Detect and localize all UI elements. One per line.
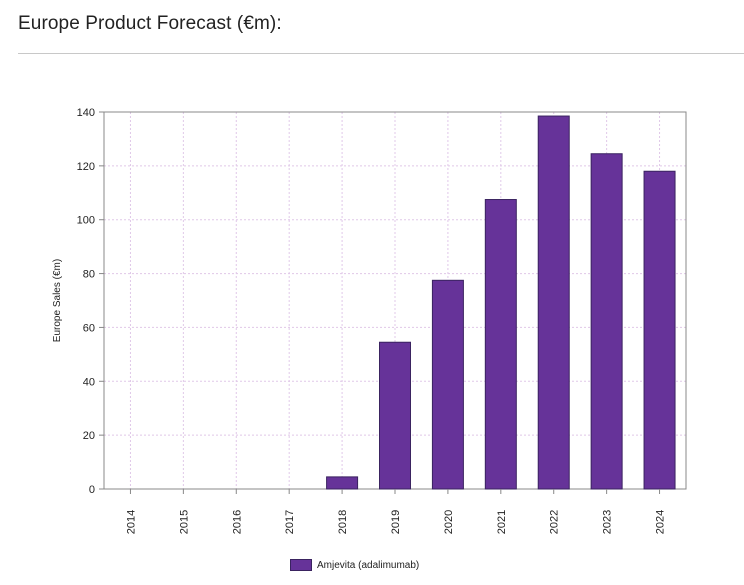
x-tick-label: 2019	[390, 510, 402, 534]
x-axis: 2014 2015 2016 2017 2018 2019 2020 2021 2022 2023…	[125, 489, 667, 534]
x-tick-label: 2023	[602, 510, 614, 534]
page-title: Europe Product Forecast (€m):	[18, 13, 282, 34]
bar-2018	[326, 476, 359, 490]
y-tick-label: 0	[89, 484, 95, 496]
y-tick-label: 80	[83, 269, 95, 281]
bar-2021	[484, 199, 517, 490]
x-tick-label: 2014	[125, 510, 137, 534]
x-tick-label: 2018	[337, 510, 349, 534]
x-tick-label: 2015	[178, 510, 190, 534]
y-axis: 0 20 40 60 80 100 120 140	[77, 107, 104, 496]
y-tick-label: 20	[83, 430, 95, 442]
x-tick-label: 2016	[231, 510, 243, 534]
x-tick-label: 2021	[496, 510, 508, 534]
bars	[326, 115, 676, 490]
y-tick-label: 120	[77, 161, 95, 173]
x-tick-label: 2020	[443, 510, 455, 534]
legend-label: Amjevita (adalimumab)	[317, 559, 420, 571]
x-tick-label: 2017	[284, 510, 296, 534]
y-axis-label: Europe Sales (€m)	[52, 259, 63, 342]
bar-2023	[590, 153, 623, 490]
y-tick-label: 40	[83, 376, 95, 388]
y-tick-label: 60	[83, 322, 95, 334]
title-divider	[18, 53, 744, 54]
bar-2022	[537, 115, 570, 490]
legend: Amjevita (adalimumab)	[290, 559, 419, 571]
legend-swatch	[290, 559, 312, 571]
x-tick-label: 2024	[655, 510, 667, 534]
y-tick-label: 140	[77, 107, 95, 119]
bar-2024	[643, 170, 676, 490]
y-tick-label: 100	[77, 215, 95, 227]
bar-2019	[379, 341, 411, 490]
x-tick-label: 2022	[549, 510, 561, 534]
bar-2020	[431, 279, 464, 490]
